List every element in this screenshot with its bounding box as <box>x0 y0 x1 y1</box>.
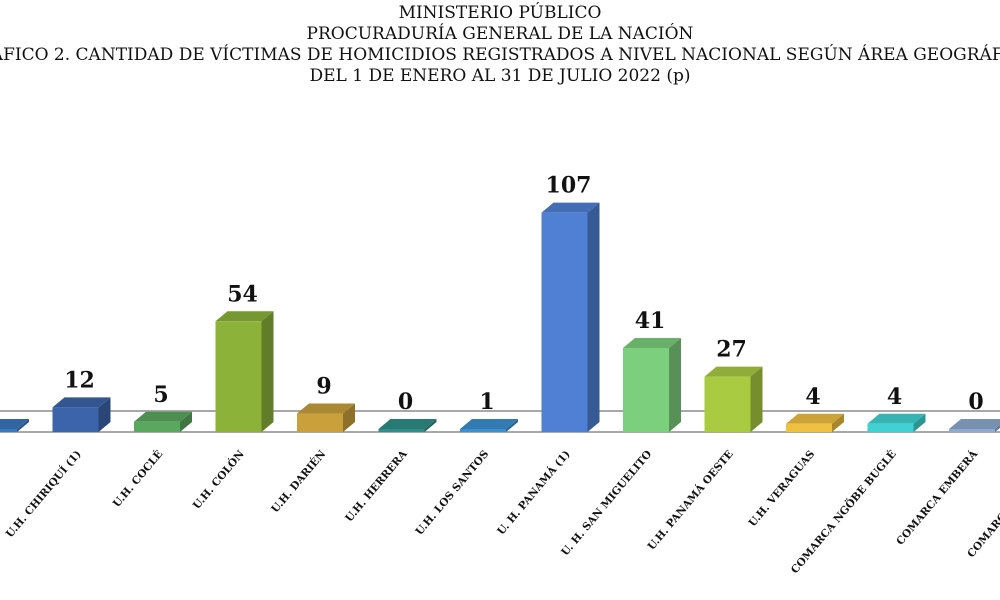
value-label: 5 <box>153 382 168 408</box>
bar-top <box>215 311 274 322</box>
value-label: 41 <box>635 308 666 334</box>
bar-side <box>424 419 437 432</box>
bar-front <box>52 407 99 432</box>
bar-side <box>506 419 518 432</box>
bar <box>704 366 763 432</box>
bar-front <box>704 376 751 432</box>
bar-top <box>704 366 763 377</box>
bar-top <box>378 419 437 429</box>
bar <box>52 397 111 432</box>
bar <box>949 419 1000 432</box>
x-tick-label: U. H. SAN MIGUELITO <box>559 448 654 558</box>
x-tick-label: U.H. COLÓN <box>189 447 247 512</box>
bar-top <box>949 419 1000 429</box>
x-tick-label: U.H. CHIRIQUÍ (1) <box>2 447 83 540</box>
bar <box>134 411 192 432</box>
bar-front <box>297 413 343 432</box>
bar-front <box>0 429 17 432</box>
bar-top <box>460 419 518 429</box>
bar-front <box>378 429 425 432</box>
bar-side <box>995 424 1000 432</box>
value-label: 27 <box>716 337 747 363</box>
bar-side <box>343 403 355 432</box>
x-tick-label: U.H. LOS SANTOS <box>414 448 492 537</box>
x-tick-label: U.H. DARIÉN <box>268 447 329 516</box>
value-label: 4 <box>887 384 902 410</box>
bar-front <box>134 421 180 432</box>
bar-side <box>180 411 192 432</box>
bar-top <box>786 413 844 424</box>
bar-front <box>215 321 262 432</box>
x-tick-label: U.H. VERAGUAS <box>747 448 818 529</box>
bar-front <box>541 212 588 432</box>
bar-side <box>98 397 111 432</box>
bar-top <box>0 419 29 429</box>
value-label: 1 <box>479 389 494 415</box>
bar <box>786 413 844 432</box>
bar <box>297 403 355 432</box>
bar-front <box>867 423 914 432</box>
value-label: 0 <box>968 389 983 415</box>
value-label: 54 <box>227 281 258 307</box>
bar-front <box>786 423 832 432</box>
x-tick-label: COMARCA EMBERÁ <box>893 446 981 547</box>
bar <box>460 419 518 432</box>
bar-front <box>623 347 669 432</box>
bar <box>215 311 274 432</box>
bar-side <box>750 366 763 432</box>
bar-top <box>867 413 926 424</box>
chart-title: DEL 1 DE ENERO AL 31 DE JULIO 2022 (p) <box>310 66 691 86</box>
bar-side <box>587 202 600 432</box>
bar <box>541 202 600 432</box>
x-tick-label: U. H. PANAMÁ (1) <box>494 447 573 538</box>
bar-side <box>832 413 844 432</box>
value-label: 9 <box>316 374 331 400</box>
chart-title: PROCURADURÍA GENERAL DE LA NACIÓN <box>307 23 694 44</box>
bar-side <box>913 413 926 432</box>
bar-side <box>669 337 681 432</box>
bar-top <box>52 397 111 408</box>
chart-title: MINISTERIO PÚBLICO <box>399 2 602 23</box>
bar-front <box>460 429 506 432</box>
bar-side <box>261 311 274 432</box>
bar-top <box>623 337 681 348</box>
bar <box>623 337 681 432</box>
bar-top <box>541 202 600 213</box>
x-tick-label: U.H. HERRERA <box>343 448 410 525</box>
bar-side <box>17 419 29 432</box>
bar <box>0 419 29 432</box>
bar <box>378 419 437 432</box>
bar-front <box>949 429 995 432</box>
value-label: 107 <box>546 173 592 199</box>
value-label: 4 <box>805 384 820 410</box>
value-label: 12 <box>64 367 95 393</box>
bar <box>867 413 926 432</box>
value-label: 0 <box>398 389 413 415</box>
x-tick-label: U.H. PANAMÁ OESTE <box>644 447 736 553</box>
x-tick-label: U.H. COCLÉ <box>109 447 165 510</box>
chart-title: GRÁFICO 2. CANTIDAD DE VÍCTIMAS DE HOMIC… <box>0 44 1000 65</box>
bar-top <box>297 403 355 414</box>
bar-top <box>134 411 192 422</box>
